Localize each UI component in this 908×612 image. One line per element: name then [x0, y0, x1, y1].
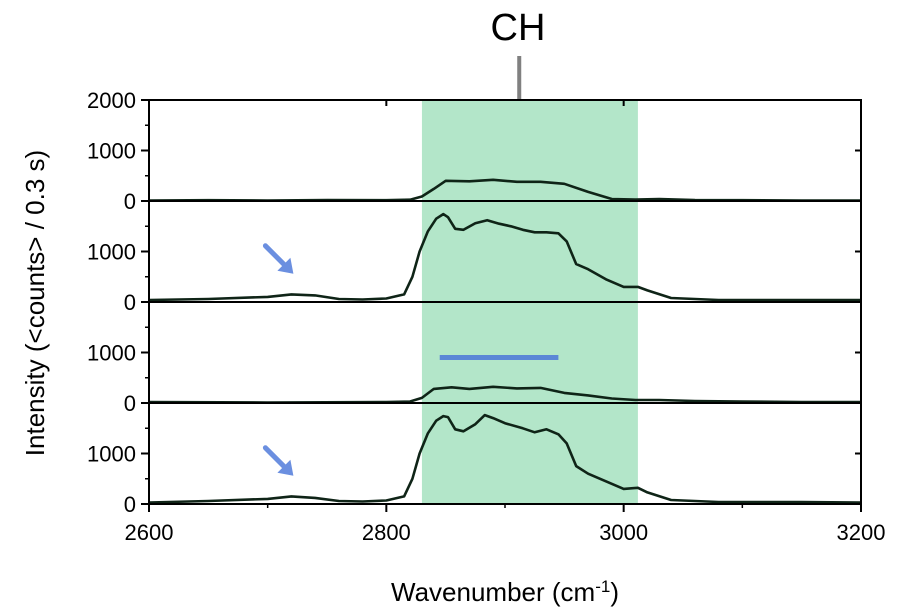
panel-4-series-line	[148, 413, 862, 504]
tick-layer: 0 1000 2000 0 1000 0 1000 0 1000 2600 2800 3000 3200	[87, 88, 885, 545]
x-axis-title: Wavenumber (cm-1)	[391, 577, 619, 608]
panel-4-ytick-label: 0	[124, 492, 136, 517]
xtick-label: 2600	[125, 520, 174, 545]
xtick-label: 2800	[362, 520, 411, 545]
panel-2-arrow-icon	[262, 243, 294, 274]
panel-1-ytick-label: 1000	[87, 139, 136, 164]
panel-3-ytick-label: 0	[124, 391, 136, 416]
panel-1-ytick-label: 0	[124, 189, 136, 214]
panel-2-ytick-label: 0	[124, 290, 136, 315]
xtick-label: 3000	[599, 520, 648, 545]
arrow-head	[277, 459, 294, 476]
y-axis-title: Intensity (<counts> / 0.3 s)	[20, 150, 50, 456]
xtick-label: 3200	[837, 520, 886, 545]
band-label-layer: CH	[491, 7, 546, 100]
panel-3-series-line	[148, 385, 861, 404]
panel-3-ytick-label: 1000	[87, 341, 136, 366]
annotation-layer	[262, 243, 559, 476]
panel-2-ytick-label: 1000	[87, 240, 136, 265]
panel-2-series-line	[148, 212, 861, 302]
panel-4-ytick-label: 1000	[87, 442, 136, 467]
arrow-head	[277, 257, 294, 274]
panel-4-arrow-icon	[262, 445, 294, 476]
panel-1-ytick-label: 2000	[87, 88, 136, 113]
band-label: CH	[491, 7, 546, 49]
